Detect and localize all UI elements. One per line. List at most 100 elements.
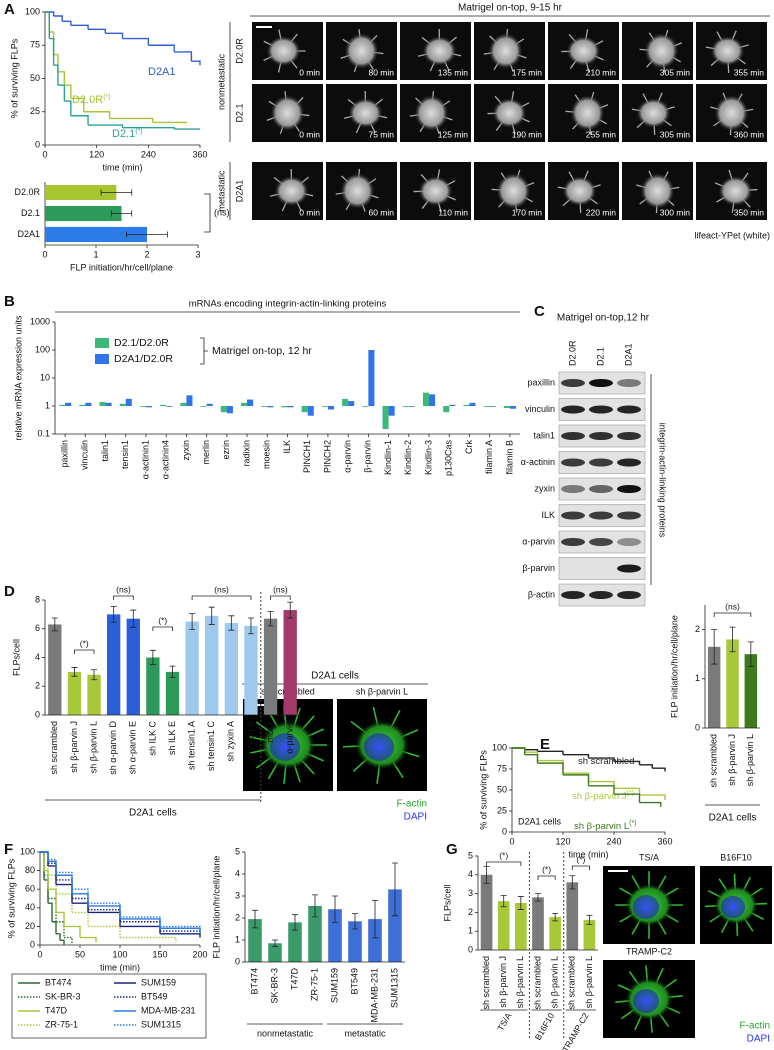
bar: [408, 406, 415, 407]
bar: [469, 402, 476, 406]
legend-note: Matrigel on-top, 12 hr: [212, 345, 312, 357]
x-tick-label: ILK: [282, 440, 292, 454]
x-tick-label: Crk: [464, 440, 474, 454]
bar: [287, 406, 294, 408]
band: [589, 591, 613, 599]
bar: [382, 406, 389, 430]
blot-row-label: talin1: [533, 430, 555, 440]
time-label: 175 min: [512, 67, 543, 77]
bracket: [200, 337, 208, 365]
lane-label: D2A1: [623, 343, 633, 366]
band: [561, 591, 585, 599]
y-tick-label: 2: [468, 907, 473, 917]
blot-strip: [558, 557, 646, 580]
y-axis-label: relative mRNA expression units: [13, 315, 23, 441]
bar: [308, 905, 322, 962]
band: [589, 485, 613, 493]
band: [589, 458, 613, 467]
bar: [125, 398, 132, 406]
survival-step: [639, 801, 662, 807]
caption: lifeact-YPet (white): [694, 230, 770, 240]
cell: [348, 98, 383, 128]
series-label: sh scrambled: [578, 756, 635, 767]
cell: [344, 33, 379, 69]
time-label: 0 min: [299, 207, 320, 217]
x-tick-label: Kindlin-3: [423, 440, 433, 475]
bar: [362, 406, 369, 407]
bar: [119, 403, 126, 406]
bar: [368, 919, 382, 962]
row-label: D2.0R: [234, 38, 244, 64]
survival-step: [537, 762, 564, 775]
bar: [368, 350, 375, 406]
x-tick-label: 50: [75, 949, 85, 959]
y-tick-label: 2: [35, 681, 40, 691]
bar: [480, 874, 493, 950]
series-label: sh β-parvin J(*): [572, 790, 634, 802]
stain-label: DAPI: [404, 812, 427, 823]
survival-step: [639, 794, 666, 801]
error-bar: [729, 626, 736, 653]
bar: [348, 401, 355, 406]
x-tick-label: PINCH1: [302, 440, 312, 473]
bar: [321, 406, 328, 407]
x-tick-label: SK-BR-3: [269, 968, 279, 1004]
x-tick-label: sh scrambled: [567, 956, 577, 1010]
survival-step: [40, 851, 49, 860]
time-label: 135 min: [438, 67, 469, 77]
survival-step: [40, 851, 49, 862]
survival-step: [70, 115, 89, 126]
x-tick-label: 0: [509, 836, 514, 846]
survival-step: [109, 117, 154, 123]
y-axis-label: % of surviving FLPs: [478, 750, 488, 830]
survival-step: [88, 28, 106, 34]
bar: [726, 639, 739, 728]
nucleus: [363, 733, 395, 761]
x-tick-label: α-actinin1: [140, 440, 150, 479]
bracket: [191, 595, 252, 600]
survival-step: [48, 902, 53, 922]
error-bar: [483, 865, 490, 884]
y-tick-label: 25: [30, 106, 40, 116]
cell: [274, 176, 309, 206]
survival-step: [72, 897, 89, 910]
y-tick-label: 0: [695, 722, 700, 732]
time-label: 60 min: [368, 207, 394, 217]
series-note: (*): [629, 820, 636, 827]
bracket: [113, 595, 134, 600]
panel-label: G: [446, 841, 458, 858]
x-tick-label: sh zyxin B: [245, 721, 255, 762]
x-tick-label: paxillin: [59, 440, 69, 468]
survival-step: [64, 936, 73, 945]
blot-title: Matrigel on-top,12 hr: [557, 313, 650, 324]
x-tick-label: SUM1315: [389, 968, 399, 1008]
row-label: D2.1: [234, 103, 244, 122]
series-label: D2.0R(*): [72, 94, 111, 106]
x-tick-label: filamin A: [484, 440, 494, 474]
y-axis-label: % of surviving FLPs: [6, 858, 16, 938]
bar: [106, 614, 121, 715]
band: [617, 538, 641, 546]
group-label: metastatic: [344, 1028, 386, 1038]
survival-step: [105, 32, 124, 39]
group-label: metastatic: [216, 170, 226, 212]
x-tick-label: filamin B: [504, 440, 514, 475]
y-tick-label: 0: [35, 139, 40, 149]
survival-step: [45, 11, 51, 39]
x-tick-label: radixin: [241, 440, 251, 467]
x-tick-label: 2: [144, 249, 149, 259]
x-tick-label: sh ILK C: [147, 721, 157, 756]
cell: [270, 95, 305, 131]
time-label: 300 min: [660, 207, 691, 217]
image-label: B16F10: [720, 852, 752, 862]
y-tick-label: 20: [25, 921, 35, 931]
survival-step: [88, 925, 121, 938]
error-bar: [126, 231, 168, 238]
bar: [45, 184, 117, 201]
x-tick-label: 120: [89, 149, 104, 159]
blot-row-label: zyxin: [534, 483, 555, 493]
band: [617, 511, 641, 520]
survival-step: [57, 71, 66, 86]
band: [589, 511, 613, 520]
annotation: (ns): [116, 584, 131, 594]
